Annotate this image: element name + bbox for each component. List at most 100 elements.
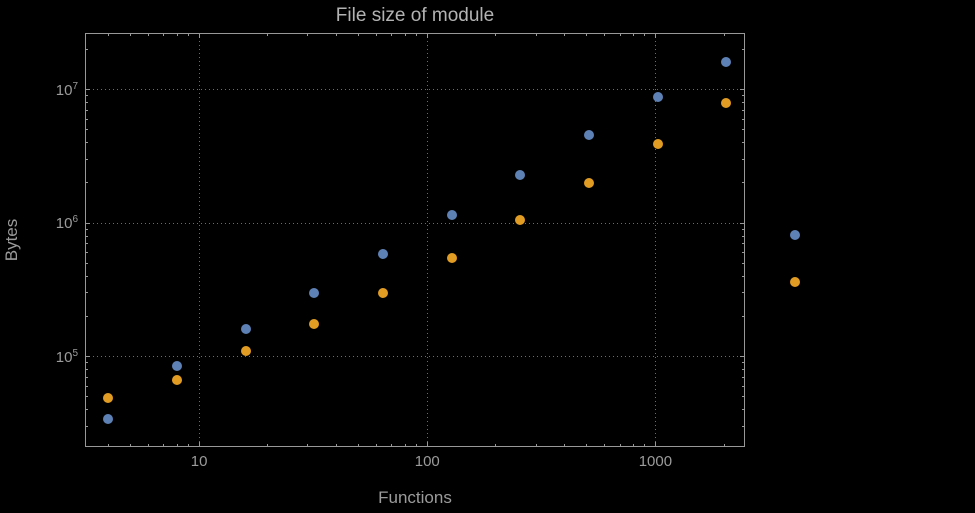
x-tick-mark	[307, 33, 309, 36]
x-tick-mark	[619, 444, 621, 447]
y-tick-mark	[742, 158, 745, 160]
x-tick-mark	[163, 33, 165, 36]
x-tick-mark	[619, 33, 621, 36]
data-point-series-2	[721, 97, 732, 108]
y-tick-mark	[85, 222, 90, 224]
data-point-series-1	[172, 360, 183, 371]
x-tick-label: 100	[414, 453, 440, 470]
x-tick-mark	[404, 444, 406, 447]
grid-line-vertical	[654, 33, 656, 447]
y-tick-mark	[742, 95, 745, 97]
x-tick-mark	[632, 444, 634, 447]
y-tick-mark	[85, 95, 88, 97]
x-tick-mark	[391, 33, 393, 36]
y-tick-exponent: 7	[72, 80, 78, 92]
y-tick-mark	[742, 262, 745, 264]
y-tick-mark	[85, 235, 88, 237]
grid-line-horizontal	[85, 89, 745, 91]
x-tick-mark	[129, 33, 131, 36]
data-point-series-2	[172, 374, 183, 385]
x-tick-mark	[604, 444, 606, 447]
y-tick-mark	[85, 376, 88, 378]
plot-frame	[85, 33, 745, 447]
y-tick-mark	[85, 228, 88, 230]
x-tick-mark	[148, 444, 150, 447]
data-point-series-1	[721, 57, 732, 68]
data-point-series-1	[103, 414, 114, 425]
y-tick-exponent: 6	[72, 214, 78, 226]
y-tick-mark	[85, 275, 88, 277]
x-tick-mark	[604, 33, 606, 36]
y-tick-mark	[85, 409, 88, 411]
y-tick-mark	[742, 409, 745, 411]
y-tick-mark	[85, 385, 88, 387]
x-tick-mark	[586, 33, 588, 36]
data-point-series-2	[790, 277, 801, 288]
x-tick-mark	[107, 33, 109, 36]
x-tick-label: 1000	[638, 453, 673, 470]
x-tick-mark	[426, 442, 428, 447]
x-tick-mark	[198, 442, 200, 447]
x-tick-mark	[495, 444, 497, 447]
x-tick-mark	[723, 444, 725, 447]
y-tick-mark	[742, 376, 745, 378]
y-tick-mark	[742, 243, 745, 245]
x-tick-mark	[535, 33, 537, 36]
x-tick-mark	[404, 33, 406, 36]
data-point-series-1	[790, 229, 801, 240]
x-tick-mark	[723, 33, 725, 36]
y-tick-label: 107	[34, 81, 78, 99]
y-tick-mark	[742, 362, 745, 364]
y-tick-mark	[85, 425, 88, 427]
data-point-series-2	[240, 346, 251, 357]
y-tick-mark	[85, 129, 88, 131]
x-tick-label: 10	[190, 453, 208, 470]
y-tick-mark	[85, 182, 88, 184]
y-tick-mark	[740, 222, 745, 224]
y-tick-mark	[742, 252, 745, 254]
y-tick-mark	[740, 356, 745, 358]
data-point-series-2	[378, 287, 389, 298]
y-tick-mark	[85, 252, 88, 254]
y-tick-mark	[742, 228, 745, 230]
x-tick-mark	[163, 444, 165, 447]
data-point-series-2	[515, 215, 526, 226]
x-tick-mark	[564, 444, 566, 447]
data-point-series-2	[446, 252, 457, 263]
y-tick-mark	[742, 235, 745, 237]
y-tick-mark	[742, 385, 745, 387]
y-tick-mark	[742, 425, 745, 427]
x-tick-mark	[654, 33, 656, 38]
y-tick-mark	[85, 362, 88, 364]
y-tick-mark	[742, 102, 745, 104]
grid-line-vertical	[426, 33, 428, 447]
y-tick-mark	[742, 292, 745, 294]
data-point-series-1	[446, 210, 457, 221]
x-tick-mark	[188, 33, 190, 36]
y-tick-mark	[742, 275, 745, 277]
grid-line-horizontal	[85, 356, 745, 358]
x-tick-mark	[358, 33, 360, 36]
data-point-series-1	[240, 324, 251, 335]
y-tick-base: 10	[55, 215, 73, 233]
data-point-series-2	[652, 139, 663, 150]
chart-title: File size of module	[335, 5, 495, 26]
x-tick-mark	[107, 444, 109, 447]
y-tick-mark	[85, 292, 88, 294]
y-tick-mark	[742, 315, 745, 317]
data-point-series-2	[309, 319, 320, 330]
x-tick-mark	[148, 33, 150, 36]
x-tick-mark	[376, 444, 378, 447]
y-tick-mark	[742, 368, 745, 370]
x-tick-mark	[376, 33, 378, 36]
y-tick-mark	[742, 182, 745, 184]
y-tick-mark	[742, 142, 745, 144]
data-point-series-1	[652, 92, 663, 103]
x-tick-mark	[416, 444, 418, 447]
y-tick-mark	[742, 109, 745, 111]
y-tick-mark	[740, 89, 745, 91]
y-tick-mark	[85, 315, 88, 317]
y-tick-mark	[85, 142, 88, 144]
data-point-series-2	[584, 177, 595, 188]
